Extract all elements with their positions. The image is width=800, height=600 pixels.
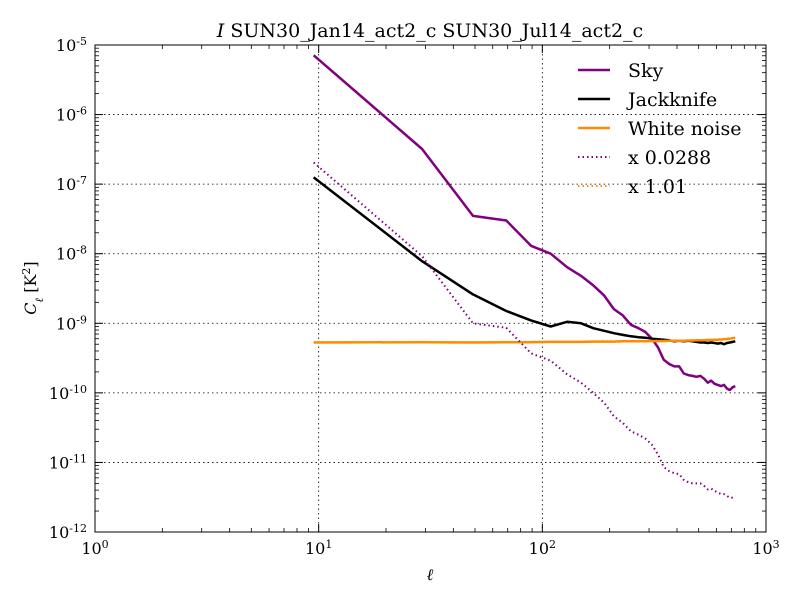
y-tick-label: 10-12	[49, 522, 87, 543]
legend-label: x 1.01	[628, 176, 687, 198]
x-tick-label: 100	[81, 538, 108, 559]
legend-label: Sky	[628, 60, 664, 82]
x-tick-labels: 100 101 102 103	[81, 538, 779, 559]
y-axis-label: Cℓ [K2]	[20, 261, 46, 314]
series-line-4	[313, 161, 736, 500]
legend: Sky Jackknife White noise x 0.0288 x 1.01	[578, 60, 742, 198]
title-symbol: I	[216, 20, 225, 42]
y-label-subscript: ℓ	[33, 297, 46, 302]
series-group	[312, 54, 736, 500]
legend-label: x 0.0288	[628, 147, 711, 169]
y-label-unit-exponent: 2	[20, 268, 33, 275]
x-tick-label: 102	[529, 538, 556, 559]
y-tick-label: 10-7	[56, 174, 87, 195]
y-tick-label: 10-8	[56, 243, 87, 264]
y-label-unit: [K	[21, 274, 40, 298]
legend-label: White noise	[628, 118, 742, 140]
x-tick-label: 101	[305, 538, 332, 559]
plot-frame	[94, 44, 767, 533]
tick-marks	[94, 44, 767, 533]
y-tick-label: 10-6	[56, 104, 87, 125]
legend-label: Jackknife	[626, 89, 717, 111]
chart-title: I SUN30_Jan14_act2_c SUN30_Jul14_act2_c	[216, 20, 643, 42]
title-text: SUN30_Jan14_act2_c SUN30_Jul14_act2_c	[230, 20, 643, 42]
y-tick-label: 10-11	[49, 452, 87, 473]
grid	[95, 45, 766, 532]
series-line-5	[313, 336, 736, 344]
y-tick-label: 10-9	[56, 313, 87, 334]
series-line-1	[312, 54, 736, 392]
y-tick-labels: 10-12 10-11 10-10 10-9 10-8 10-7 10-6 10-5	[49, 35, 87, 543]
y-tick-label: 10-10	[49, 382, 87, 403]
y-label-unit-close: ]	[21, 261, 40, 267]
y-tick-label: 10-5	[56, 35, 87, 56]
x-tick-label: 103	[752, 538, 779, 559]
plot-area	[95, 45, 766, 532]
y-label-symbol: C	[21, 302, 40, 314]
x-axis-label: ℓ	[427, 565, 434, 584]
